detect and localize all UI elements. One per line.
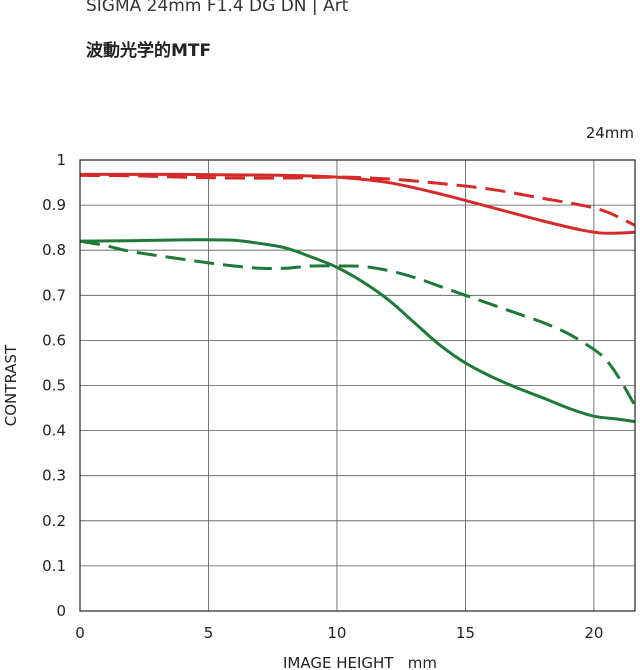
- x-tick-labels: 0 5 10 15 20: [75, 624, 603, 642]
- grid-lines: [80, 160, 635, 611]
- series-lines: [79, 172, 637, 424]
- y-tick-label: 0.7: [42, 286, 66, 304]
- y-tick-label: 0.8: [42, 241, 66, 259]
- y-tick-labels: 0 0.1 0.2 0.3 0.4 0.5 0.6 0.7 0.8 0.9 1: [42, 151, 66, 620]
- x-tick-label: 10: [327, 624, 346, 642]
- series-line-3: [79, 238, 636, 424]
- x-tick-label: 5: [204, 624, 214, 642]
- chart-title: 波動光学的MTF: [86, 41, 212, 61]
- y-tick-label: 0.6: [42, 331, 66, 349]
- y-tick-label: 0.4: [42, 422, 66, 440]
- series-line-1: [79, 172, 636, 235]
- plot-frame: [79, 159, 636, 612]
- y-tick-label: 0: [56, 602, 66, 620]
- focal-length-label: 24mm: [585, 124, 634, 142]
- x-axis-label: IMAGE HEIGHT mm: [283, 654, 437, 670]
- y-tick-label: 0.2: [42, 512, 66, 530]
- x-tick-label: 15: [456, 624, 475, 642]
- y-tick-label: 0.9: [42, 196, 66, 214]
- y-tick-label: 1: [56, 151, 66, 169]
- y-tick-label: 0.1: [42, 557, 66, 575]
- x-tick-label: 20: [584, 624, 603, 642]
- y-tick-label: 0.3: [42, 467, 66, 485]
- y-axis-label: CONTRAST: [2, 344, 20, 426]
- product-name: SIGMA 24mm F1.4 DG DN | Art: [86, 0, 349, 16]
- series-line-2: [79, 173, 636, 227]
- x-tick-label: 0: [75, 624, 85, 642]
- y-tick-label: 0.5: [42, 377, 66, 395]
- series-line-4: [79, 239, 637, 407]
